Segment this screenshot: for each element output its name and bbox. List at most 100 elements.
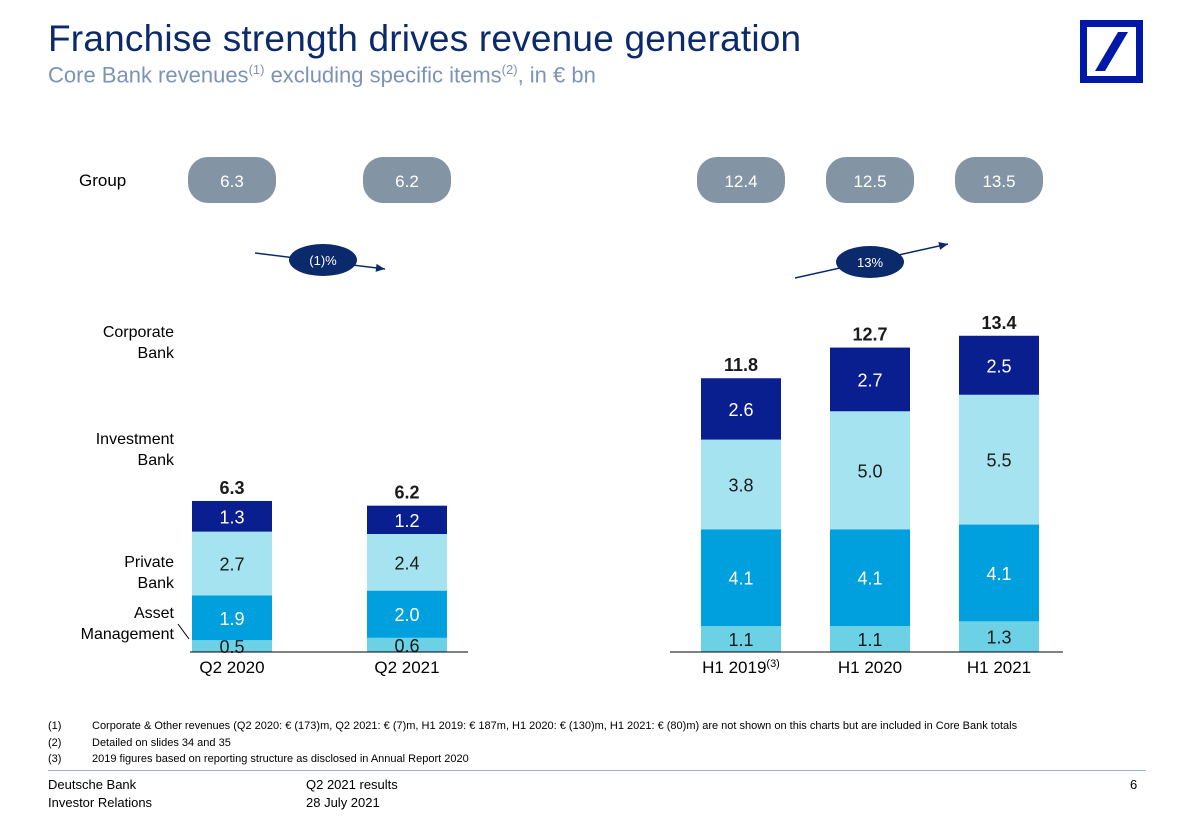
group-total-pill	[188, 157, 276, 203]
asset-management-pointer	[177, 623, 190, 640]
group-total-pill	[826, 157, 914, 203]
investment-bank-value: 2.4	[394, 553, 419, 573]
deutsche-bank-logo	[1080, 20, 1143, 83]
corporate-bank-label: Corporate Bank	[60, 322, 174, 364]
subtitle-part3: , in € bn	[517, 62, 596, 88]
corporate-bank-value: 1.2	[394, 511, 419, 531]
subtitle-part2: excluding specific items	[264, 62, 502, 88]
corporate-bank-bar	[701, 378, 781, 440]
asset-management-bar	[367, 637, 447, 652]
group-total-value: 12.5	[853, 172, 886, 191]
private-bank-bar	[959, 524, 1039, 622]
private-bank-label-line2: Bank	[137, 575, 174, 592]
subtitle-footnote-ref-2: (2)	[501, 62, 518, 77]
asset-management-bar	[192, 640, 272, 652]
footer-company-block: Deutsche Bank Investor Relations	[48, 776, 152, 812]
footer-date: 28 July 2021	[306, 795, 380, 810]
private-bank-bar	[830, 529, 910, 627]
category-footnote-ref: (3)	[766, 658, 779, 670]
corporate-bank-bar	[959, 335, 1039, 395]
group-total-pill	[697, 157, 785, 203]
asset-management-value: 1.1	[857, 630, 882, 650]
page-number: 6	[1130, 777, 1138, 792]
group-total-value: 6.3	[220, 172, 244, 191]
investment-bank-value: 5.5	[986, 451, 1011, 471]
investment-bank-bar	[701, 439, 781, 530]
footer-report: Q2 2021 results	[306, 777, 398, 792]
group-total-value: 6.2	[395, 172, 419, 191]
private-bank-label-line1: Private	[124, 554, 174, 571]
corporate-bank-value: 2.5	[986, 356, 1011, 376]
group-row-label: Group	[79, 171, 127, 190]
growth-arrow-head	[375, 263, 385, 272]
bar-total-label: 13.4	[981, 313, 1016, 333]
corporate-bank-value: 2.6	[728, 400, 753, 420]
footnote-2-number: (2)	[48, 737, 62, 749]
logo-slash-icon	[1095, 32, 1128, 71]
asset-management-value: 1.1	[728, 630, 753, 650]
investment-bank-bar	[367, 534, 447, 591]
investment-bank-value: 2.7	[219, 555, 244, 575]
asset-management-value: 1.3	[986, 628, 1011, 648]
investment-bank-bar	[192, 531, 272, 596]
footer-department: Investor Relations	[48, 795, 153, 810]
corporate-bank-bar	[367, 505, 447, 534]
private-bank-label: Private Bank	[60, 552, 174, 594]
investment-bank-label: Investment Bank	[60, 429, 174, 471]
category-label: Q2 2021	[374, 658, 439, 677]
private-bank-bar	[367, 590, 447, 638]
growth-rate-oval	[836, 246, 904, 278]
growth-rate-label: 13%	[857, 255, 883, 270]
category-label: H1 2020	[838, 658, 902, 677]
private-bank-bar	[192, 595, 272, 641]
private-bank-value: 4.1	[986, 564, 1011, 584]
investment-bank-value: 5.0	[857, 461, 882, 481]
subtitle-part1: Core Bank revenues	[48, 62, 249, 88]
private-bank-bar	[701, 529, 781, 627]
corporate-bank-value: 1.3	[219, 507, 244, 527]
investment-bank-value: 3.8	[728, 475, 753, 495]
corporate-bank-label-line1: Corporate	[102, 324, 174, 341]
chart-quarterly: 6.3 6.20.51.92.71.36.3Q2 20200.62.02.41.2…	[188, 157, 468, 677]
private-bank-value: 4.1	[728, 569, 753, 589]
footer-company: Deutsche Bank	[48, 777, 137, 792]
asset-management-label: Asset Management	[50, 603, 174, 645]
footer-report-block: Q2 2021 results 28 July 2021	[306, 776, 398, 812]
footnote-2-text: Detailed on slides 34 and 35	[92, 737, 231, 749]
investment-bank-label-line1: Investment	[95, 431, 174, 448]
asset-management-bar	[959, 621, 1039, 652]
footer-divider	[48, 770, 1146, 771]
category-label: H1 2021	[967, 658, 1031, 677]
bar-total-label: 6.3	[219, 478, 244, 498]
growth-arrow-head	[938, 242, 948, 250]
page-subtitle: Core Bank revenues(1) excluding specific…	[48, 62, 596, 88]
investment-bank-label-line2: Bank	[137, 452, 174, 469]
corporate-bank-label-line2: Bank	[137, 345, 174, 362]
corporate-bank-value: 2.7	[857, 370, 882, 390]
group-total-pill	[955, 157, 1043, 203]
asset-management-label-line2: Management	[80, 626, 174, 643]
asset-management-value: 0.6	[394, 636, 419, 656]
private-bank-value: 1.9	[219, 609, 244, 629]
subtitle-footnote-ref-1: (1)	[248, 62, 265, 77]
bar-total-label: 12.7	[852, 325, 887, 345]
growth-rate-oval	[289, 244, 357, 276]
corporate-bank-bar	[192, 500, 272, 532]
footnote-3-text: 2019 figures based on reporting structur…	[92, 753, 469, 765]
private-bank-value: 4.1	[857, 569, 882, 589]
category-label: Q2 2020	[199, 658, 264, 677]
group-total-pill	[363, 157, 451, 203]
growth-rate-label: (1)%	[309, 253, 337, 268]
footnote-1-text: Corporate & Other revenues (Q2 2020: € (…	[92, 720, 1018, 732]
chart-half-year: 12.4 12.5 13.5 1.1 4.1 3.8 2.6 11.8 H1 2019(3) 1.…	[670, 157, 1063, 677]
investment-bank-bar	[830, 411, 910, 530]
bar-total-label: 11.8	[724, 355, 758, 375]
footnote-3-number: (3)	[48, 753, 62, 765]
asset-management-bar	[830, 626, 910, 652]
investment-bank-bar	[959, 394, 1039, 525]
corporate-bank-bar	[830, 347, 910, 412]
footnote-1-number: (1)	[48, 720, 62, 732]
category-label: H1 2019(3)	[702, 658, 780, 677]
group-total-value: 13.5	[982, 172, 1015, 191]
page-title: Franchise strength drives revenue genera…	[48, 18, 802, 59]
